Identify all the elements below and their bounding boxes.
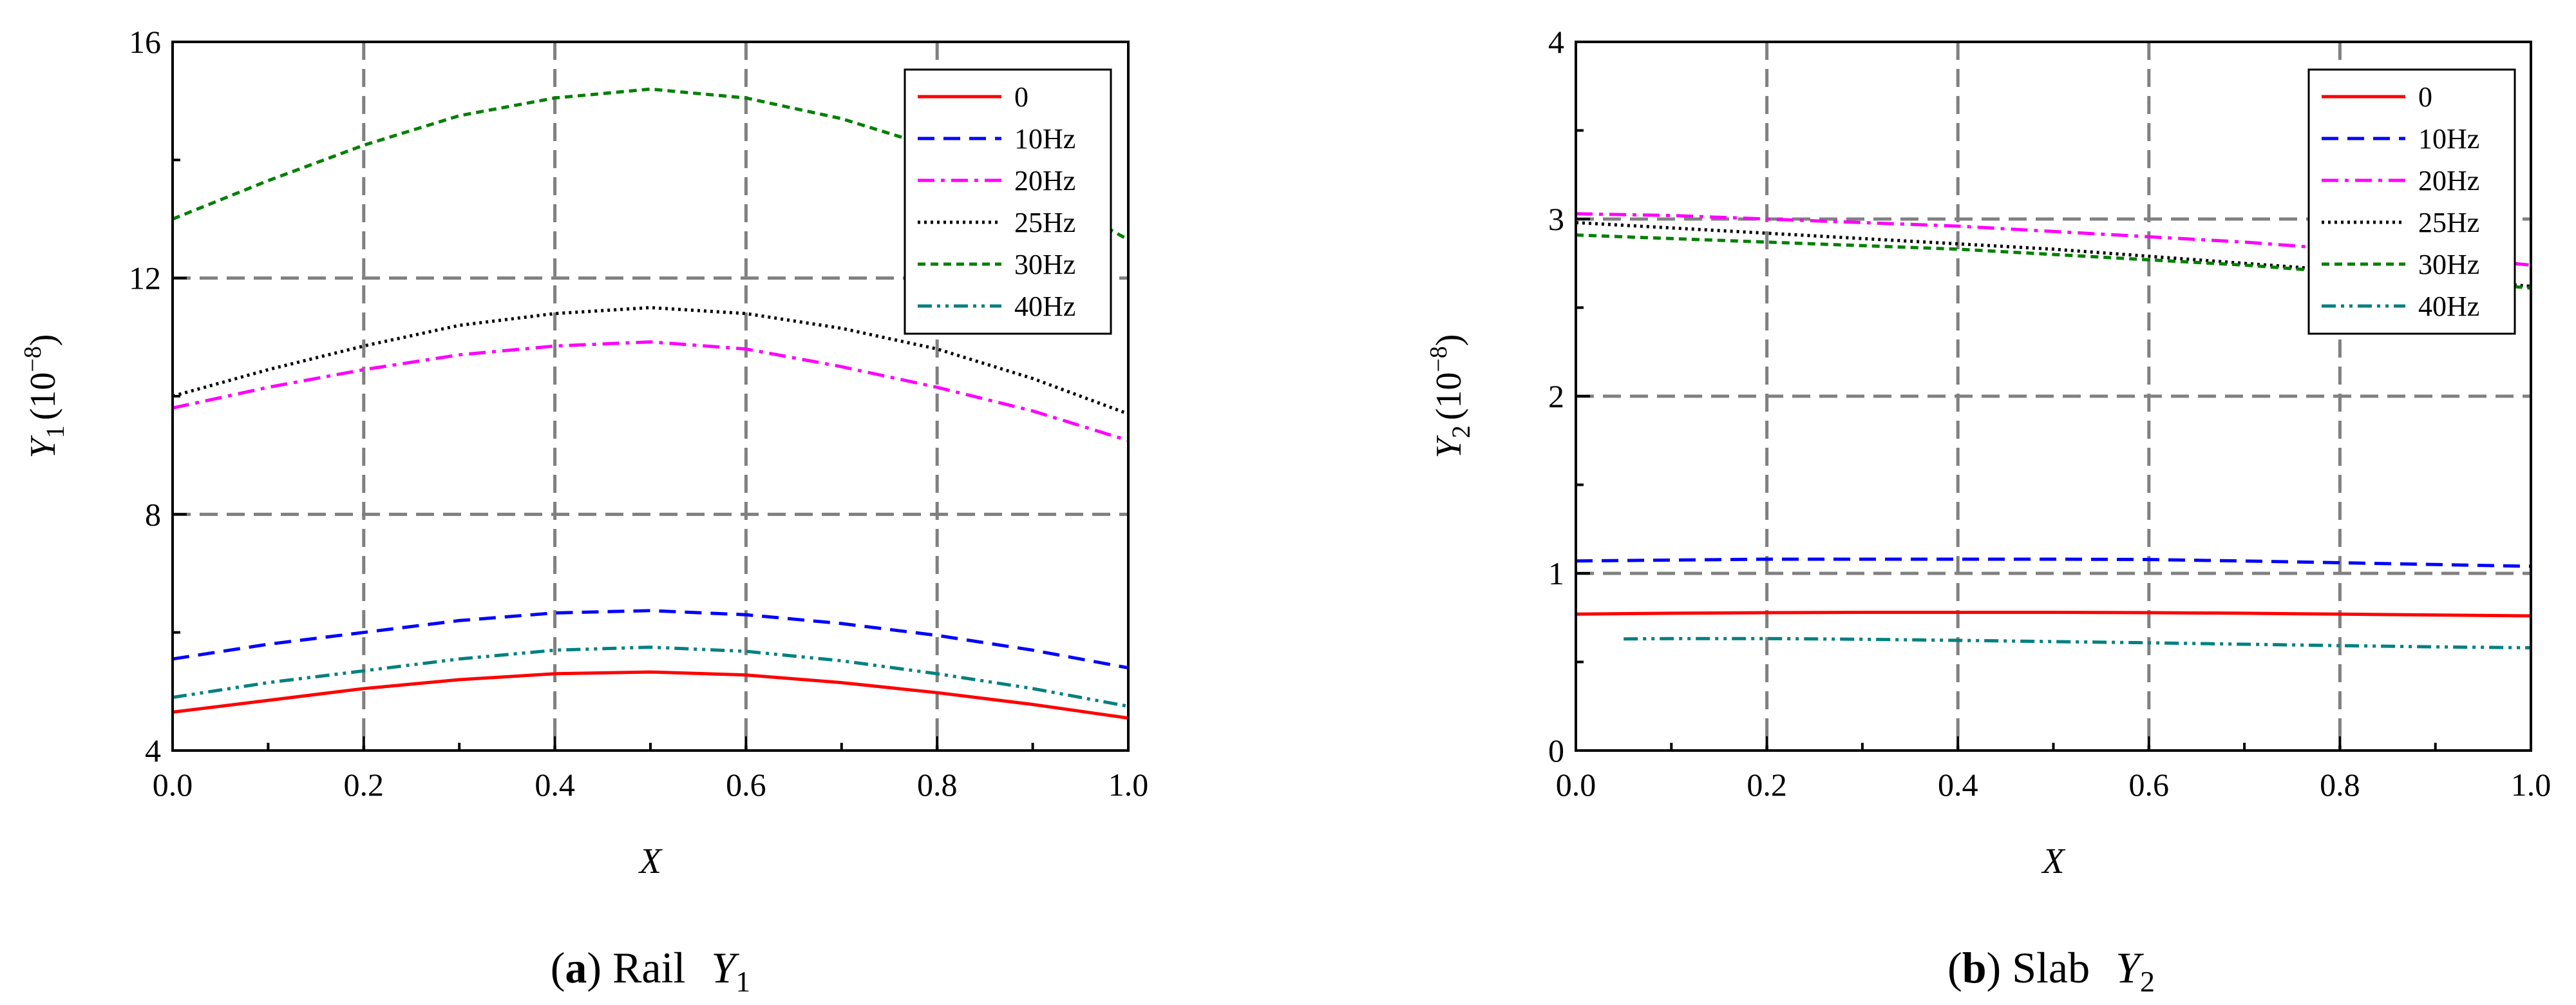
caption-sub: 2 (2140, 965, 2155, 998)
x-tick-label: 1.0 (1108, 767, 1149, 803)
x-tick-label: 0.8 (917, 767, 958, 803)
caption-paren-open: ( (1947, 943, 1962, 992)
panel-a-rail: 0.0 0.2 0.4 0.6 0.8 1.0481216XY1(10−8)010Hz20… (19, 24, 1148, 998)
y-axis-label-sub: 2 (1446, 425, 1475, 438)
series-line-40hz (1624, 636, 2531, 649)
series-line-40hz (173, 646, 1128, 708)
x-tick-label: 0.4 (1938, 767, 1978, 803)
caption-letter: a (565, 943, 587, 992)
legend-label-40hz: 40Hz (2418, 291, 2479, 322)
series-line-20hz (173, 340, 1128, 443)
legend: 0 10Hz 20Hz 25Hz 30Hz 40Hz (2307, 68, 2516, 335)
y-axis-label-unit: (10 (23, 372, 63, 421)
y-tick-label: 0 (1548, 732, 1564, 769)
legend: 0 10Hz 20Hz 25Hz 30Hz 40Hz (904, 68, 1112, 335)
x-tick-label: 0.0 (1556, 767, 1596, 803)
y-axis-label-exp: −8 (19, 346, 46, 372)
y-tick-label: 4 (145, 732, 161, 769)
legend-label-20hz: 20Hz (2418, 165, 2479, 196)
legend-label-25hz: 25Hz (2418, 207, 2479, 238)
legend-label-40hz: 40Hz (1014, 291, 1075, 322)
series-line-10hz (1576, 557, 2531, 568)
legend-box (2307, 68, 2516, 335)
y-axis-label: Y1 (10−8) (19, 334, 70, 459)
x-axis-label: X (638, 841, 663, 881)
y-tick-label: 2 (1548, 378, 1564, 414)
y-axis-label-exp: −8 (1425, 346, 1452, 372)
x-tick-label: 0.4 (535, 767, 575, 803)
legend-box (904, 68, 1112, 335)
caption-sub: 1 (735, 965, 750, 998)
x-tick-label: 1.0 (2511, 767, 2552, 803)
y-tick-label: 16 (129, 24, 161, 60)
legend-label-0: 0 (2418, 81, 2432, 113)
legend-label-10hz: 10Hz (2418, 123, 2479, 155)
y-tick-label: 3 (1548, 201, 1564, 237)
panel-caption: (b) Slab Y2 (1947, 943, 2155, 998)
legend-label-10hz: 10Hz (1014, 123, 1075, 155)
x-tick-label: 0.8 (2320, 767, 2360, 803)
legend-label-30hz: 30Hz (1014, 249, 1075, 280)
y-axis-label-unit-close: ) (23, 334, 63, 347)
panel-b-slab: 0.0 0.2 0.4 0.6 0.8 1.001234XY2(10−8)010Hz20H… (1425, 24, 2551, 998)
y-axis-label-symbol: Y (1429, 434, 1469, 458)
caption-paren-open: ( (551, 943, 565, 992)
x-tick-label: 0.6 (2129, 767, 2170, 803)
caption-text: Slab (2012, 943, 2090, 992)
caption-paren-close: ) (587, 943, 612, 992)
caption-symbol: Y (711, 943, 739, 992)
series-line-30hz (1576, 233, 2531, 290)
legend-label-0: 0 (1014, 81, 1028, 113)
y-tick-label: 8 (145, 496, 161, 532)
y-tick-label: 12 (129, 260, 161, 296)
panel-caption: (a) Rail Y1 (551, 943, 750, 998)
legend-label-20hz: 20Hz (1014, 165, 1075, 196)
y-axis-label-sub: 1 (41, 425, 70, 438)
x-axis-label: X (2041, 841, 2066, 881)
x-tick-label: 0.0 (153, 767, 193, 803)
y-tick-label: 4 (1548, 24, 1564, 60)
x-tick-label: 0.2 (344, 767, 384, 803)
y-axis-label-symbol: Y (23, 434, 63, 458)
legend-label-25hz: 25Hz (1014, 207, 1075, 238)
series-line-10hz (173, 609, 1128, 670)
series-line-0 (173, 670, 1128, 720)
legend-label-30hz: 30Hz (2418, 249, 2479, 280)
y-axis-label-unit: (10 (1429, 372, 1469, 421)
caption-symbol: Y (2116, 943, 2144, 992)
caption-letter: b (1962, 943, 1987, 992)
caption-text: Rail (612, 943, 685, 992)
x-tick-label: 0.6 (726, 767, 766, 803)
y-axis-label: Y2 (10−8) (1425, 334, 1475, 459)
series-line-0 (1576, 611, 2531, 618)
series-line-25hz (1576, 221, 2531, 288)
y-tick-label: 1 (1548, 555, 1564, 591)
caption-paren-close: ) (1987, 943, 2012, 992)
y-axis-label-unit-close: ) (1429, 334, 1469, 347)
x-tick-label: 0.2 (1747, 767, 1787, 803)
